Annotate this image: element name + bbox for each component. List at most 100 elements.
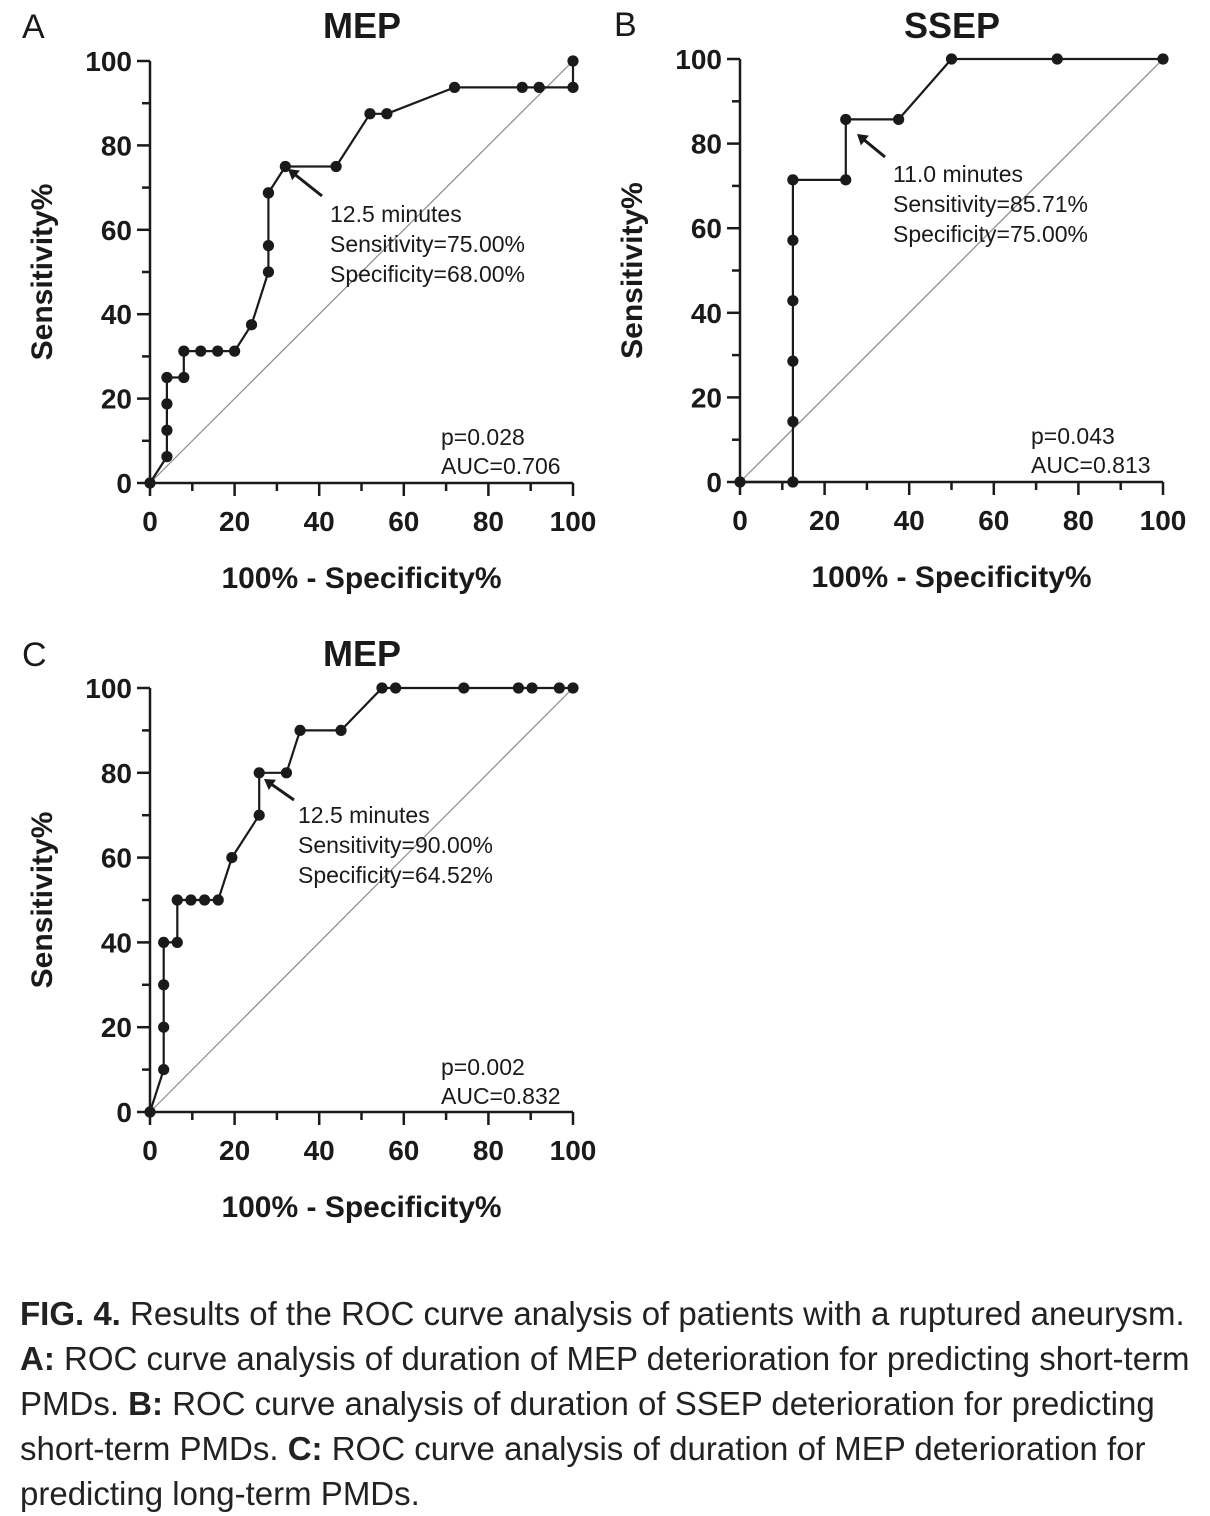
roc-point (158, 979, 170, 991)
x-tick-label: 100 (550, 1135, 597, 1166)
y-tick-label: 40 (691, 298, 722, 329)
auc-text: AUC=0.832 (441, 1083, 561, 1109)
x-tick-label: 20 (219, 506, 250, 537)
annotation-text: 11.0 minutes (893, 161, 1023, 187)
y-tick-label: 60 (691, 213, 722, 244)
caption-c-text: ROC curve analysis of duration of MEP de… (20, 1430, 1146, 1512)
roc-point (512, 682, 525, 694)
annotation-arrow-head (264, 779, 276, 791)
roc-point (330, 160, 342, 173)
roc-point (195, 345, 207, 357)
annotation-arrow-shaft (290, 170, 323, 198)
panel-b: B SSEP 0 20 40 60 80 100 0 20 40 60 80 100 100% - Spec… (614, 5, 1186, 594)
roc-point (458, 682, 470, 694)
y-tick-label: 0 (706, 467, 722, 498)
x-tick-label: 100 (550, 506, 597, 537)
y-tick-label: 0 (116, 1097, 132, 1128)
caption-intro: Results of the ROC curve analysis of pat… (120, 1295, 1185, 1332)
roc-point (253, 767, 265, 779)
y-tick-label: 20 (691, 382, 722, 413)
x-tick-label: 60 (388, 1135, 419, 1166)
roc-point (144, 1106, 156, 1118)
y-tick-label: 60 (101, 215, 132, 246)
roc-point (262, 240, 275, 252)
figure-caption: FIG. 4. Results of the ROC curve analysi… (20, 1291, 1200, 1516)
roc-point (376, 682, 388, 694)
x-axis-label: 100% - Specificity% (811, 561, 1091, 594)
roc-point (171, 894, 183, 906)
reference-diagonal (149, 687, 574, 1113)
roc-point (158, 1064, 170, 1076)
y-tick-label: 100 (85, 46, 132, 77)
annotation-text: Sensitivity=90.00% (298, 832, 493, 858)
auc-text: AUC=0.813 (1031, 452, 1151, 478)
roc-point (171, 936, 183, 949)
annotation-arrow-head (857, 134, 869, 146)
roc-point (158, 1021, 170, 1033)
roc-point (144, 477, 156, 489)
roc-point (567, 55, 579, 67)
roc-figure: A MEP 0 20 40 60 80 100 0 20 40 60 80 100 100% - Speci… (22, 5, 1186, 1224)
annotation-text: 12.5 minutes (330, 201, 462, 227)
roc-point (553, 682, 565, 694)
roc-point (280, 767, 293, 779)
y-tick-label: 20 (101, 1012, 132, 1043)
roc-point (787, 476, 799, 488)
x-tick-label: 40 (304, 506, 335, 537)
x-tick-label: 40 (304, 1135, 335, 1166)
chart-title: SSEP (904, 5, 1000, 46)
reference-diagonal (739, 58, 1164, 483)
chart-title: MEP (323, 633, 401, 674)
annotation-text: Sensitivity=75.00% (330, 231, 525, 257)
panel-letter: C (22, 636, 47, 674)
roc-point (262, 266, 275, 278)
roc-point (567, 682, 579, 694)
roc-point (212, 345, 224, 357)
panel-letter: A (22, 8, 45, 46)
roc-point (1051, 53, 1063, 65)
y-tick-label: 0 (116, 468, 132, 499)
y-axis-label: Sensitivity% (26, 184, 59, 361)
roc-point (381, 108, 393, 120)
y-tick-label: 60 (101, 843, 132, 874)
annotation-arrow-head (288, 169, 300, 181)
roc-point (161, 424, 173, 436)
panel-a: A MEP 0 20 40 60 80 100 0 20 40 60 80 100 100% - Speci… (22, 5, 596, 595)
x-tick-label: 20 (219, 1135, 250, 1166)
caption-a-text: ROC curve analysis of duration of MEP de… (20, 1340, 1190, 1422)
roc-point (178, 345, 190, 357)
x-tick-label: 100 (1140, 505, 1187, 536)
x-tick-label: 40 (894, 505, 925, 536)
x-tick-label: 60 (388, 506, 419, 537)
x-tick-label: 80 (1063, 505, 1094, 536)
roc-point (448, 81, 461, 93)
roc-point (893, 113, 905, 126)
p-value-text: p=0.002 (441, 1054, 525, 1080)
roc-point (253, 809, 265, 821)
roc-point (945, 53, 958, 65)
roc-point (185, 894, 197, 906)
p-value-text: p=0.043 (1031, 423, 1115, 449)
p-value-text: p=0.028 (441, 424, 525, 450)
x-tick-label: 0 (142, 506, 158, 537)
roc-point (526, 682, 538, 694)
roc-point (567, 81, 579, 93)
roc-point (364, 108, 376, 120)
y-axis-label: Sensitivity% (616, 182, 649, 359)
roc-point (229, 345, 241, 357)
roc-point (178, 371, 190, 384)
roc-point (226, 852, 238, 864)
roc-point (262, 187, 275, 199)
roc-point (161, 371, 173, 384)
reference-diagonal (149, 60, 574, 484)
roc-point (787, 174, 799, 186)
y-tick-label: 80 (101, 758, 132, 789)
annotation-text: 12.5 minutes (298, 802, 430, 828)
roc-point (787, 415, 799, 428)
x-tick-label: 60 (978, 505, 1009, 536)
x-tick-label: 20 (809, 505, 840, 536)
panel-letter: B (614, 6, 637, 44)
y-tick-label: 100 (675, 44, 722, 75)
x-axis-label: 100% - Specificity% (221, 1191, 501, 1224)
y-tick-label: 80 (101, 130, 132, 161)
